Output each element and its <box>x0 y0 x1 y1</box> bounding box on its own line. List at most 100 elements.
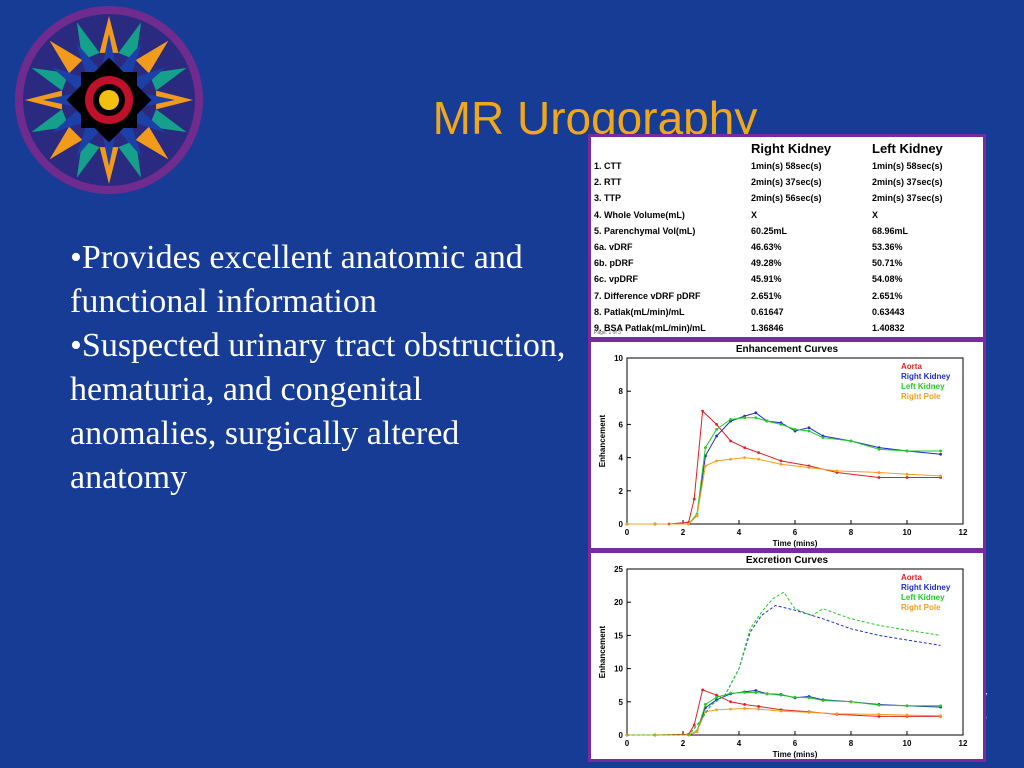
data-point <box>807 429 811 433</box>
series-line <box>627 412 941 525</box>
table-cell: 9. BSA Patlak(mL/min)/mL <box>594 322 706 333</box>
chart-title: Excretion Curves <box>746 555 829 566</box>
table-row: 4. Whole Volume(mL) X X <box>594 207 943 223</box>
table-cell: 1. CTT <box>594 161 622 172</box>
data-point <box>779 459 783 463</box>
data-point <box>779 693 783 697</box>
data-point <box>793 427 797 431</box>
data-point <box>905 449 909 453</box>
y-tick-label: 2 <box>619 487 624 496</box>
x-axis-label: Time (mins) <box>773 539 818 548</box>
table-cell: 54.08% <box>872 274 903 285</box>
table-cell: 4. Whole Volume(mL) <box>594 209 685 220</box>
x-tick-label: 8 <box>849 739 854 748</box>
x-tick-label: 0 <box>625 528 630 537</box>
data-point <box>704 446 707 450</box>
excretion-curves-panel: Excretion Curves 0 2 4 6 8 10 12 0 5 10 15 20 25 Time … <box>588 550 986 762</box>
table-cell: 5. Parenchymal Vol(mL) <box>594 225 696 236</box>
data-point <box>715 708 718 712</box>
table-cell: 60.25mL <box>751 225 788 236</box>
table-cell: 2.651% <box>751 290 782 301</box>
data-point <box>729 439 732 443</box>
legend-entry: Right Pole <box>901 603 941 612</box>
series-line <box>627 604 941 736</box>
table-row: 2. RTT 2min(s) 37sec(s) 2min(s) 37sec(s) <box>594 174 943 190</box>
series-line <box>627 417 941 525</box>
data-point <box>905 713 909 717</box>
table-row: 6a. vDRF 46.63% 53.36% <box>594 239 943 255</box>
table-cell: 6b. pDRF <box>594 258 634 269</box>
table-cell: X <box>872 209 879 220</box>
legend-entry: Right Pole <box>901 392 941 401</box>
data-point <box>757 451 760 455</box>
y-tick-label: 8 <box>619 387 624 396</box>
x-tick-label: 10 <box>903 528 912 537</box>
y-tick-label: 4 <box>619 454 624 463</box>
bullet-item: •Suspected urinary tract obstruction, he… <box>70 327 566 496</box>
data-point <box>779 462 783 466</box>
bullet-item: •Provides excellent anatomic and functio… <box>70 239 523 320</box>
page-note: Page: 1 of 3 <box>594 330 621 336</box>
table-cell: 7. Difference vDRF pDRF <box>594 290 701 301</box>
table-header-cell: Left Kidney <box>872 141 943 156</box>
data-point <box>687 522 690 526</box>
data-point <box>877 471 881 474</box>
table-header-row: Right Kidney Left Kidney <box>594 139 943 158</box>
data-point <box>692 497 696 501</box>
table-cell: 1min(s) 58sec(s) <box>872 161 943 172</box>
mandala-logo <box>14 5 204 195</box>
data-point <box>939 704 942 708</box>
data-point <box>905 476 909 479</box>
legend-entry: Right Kidney <box>901 583 951 592</box>
legend-entry: Right Kidney <box>901 372 951 381</box>
x-tick-label: 6 <box>793 528 798 537</box>
table-cell: 0.63443 <box>872 306 905 317</box>
data-point <box>743 446 746 450</box>
table-cell: 46.63% <box>751 242 782 253</box>
data-point <box>939 714 942 718</box>
data-point <box>743 691 746 694</box>
data-point <box>754 416 758 420</box>
table-row: 6b. pDRF 49.28% 50.71% <box>594 255 943 271</box>
legend-entry: Left Kidney <box>901 382 945 391</box>
y-axis-label: Enhancement <box>598 414 607 467</box>
table-cell: 2min(s) 37sec(s) <box>872 193 943 204</box>
data-point <box>695 730 699 734</box>
table-row: 7. Difference vDRF pDRF 2.651% 2.651% <box>594 288 943 304</box>
table-header-cell <box>594 139 751 158</box>
data-point <box>625 522 629 526</box>
y-tick-label: 0 <box>619 520 624 529</box>
table-cell: 49.28% <box>751 258 782 269</box>
kidney-stats-panel: Right Kidney Left Kidney 1. CTT 1min(s) 5… <box>588 134 986 340</box>
x-tick-label: 0 <box>625 739 630 748</box>
series-line <box>627 689 941 736</box>
x-tick-label: 6 <box>793 739 798 748</box>
table-cell: 1.40832 <box>872 322 905 333</box>
table-cell: 50.71% <box>872 258 903 269</box>
data-point <box>905 704 909 708</box>
data-point <box>779 709 783 713</box>
data-point <box>793 695 797 699</box>
data-point <box>704 703 707 706</box>
data-point <box>729 691 732 695</box>
table-cell: 1.36846 <box>751 322 784 333</box>
data-point <box>715 459 718 463</box>
table-cell: 2min(s) 37sec(s) <box>872 177 943 188</box>
excretion-curves-chart: Excretion Curves 0 2 4 6 8 10 12 0 5 10 15 20 25 Time … <box>598 555 968 759</box>
data-point <box>653 522 657 526</box>
data-point <box>729 457 732 461</box>
table-cell: 2min(s) 56sec(s) <box>751 193 822 204</box>
data-point <box>779 423 783 426</box>
table-row: 1. CTT 1min(s) 58sec(s) 1min(s) 58sec(s) <box>594 158 943 174</box>
data-point <box>905 472 909 476</box>
data-point <box>807 711 811 714</box>
data-point <box>821 436 825 440</box>
data-point <box>743 703 746 706</box>
y-axis-label: Enhancement <box>598 625 607 678</box>
table-cell: 2.651% <box>872 290 903 301</box>
data-point <box>877 703 881 707</box>
data-point <box>754 691 758 694</box>
data-point <box>695 514 699 518</box>
series-line <box>627 591 941 736</box>
series-line <box>627 692 941 736</box>
